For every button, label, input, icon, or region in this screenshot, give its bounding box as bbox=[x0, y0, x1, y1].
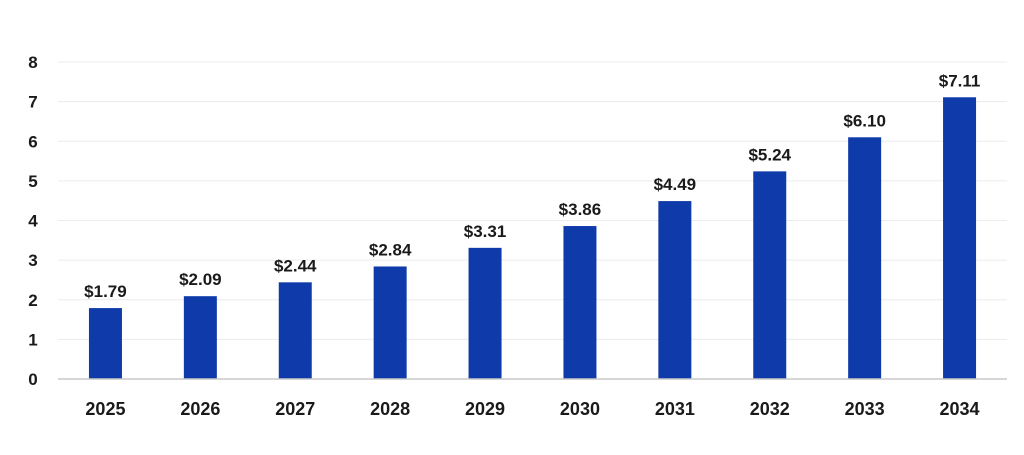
x-tick-label: 2025 bbox=[85, 399, 125, 419]
bar bbox=[278, 282, 312, 379]
bar bbox=[468, 247, 502, 379]
x-axis-ticks: 2025 2026 2027 2028 2029 2030 2031 2032 2033 2034 bbox=[85, 399, 979, 419]
bar bbox=[753, 171, 787, 379]
data-labels: $1.79 $2.09 $2.44 $2.84 $3.31 $3.86 $4.49 $5.24… bbox=[84, 71, 980, 301]
y-axis-ticks: 0 1 2 3 4 5 6 7 8 bbox=[28, 53, 38, 389]
x-tick-label: 2026 bbox=[180, 399, 220, 419]
data-label: $5.24 bbox=[748, 145, 791, 164]
x-tick-label: 2028 bbox=[370, 399, 410, 419]
y-tick-label: 2 bbox=[28, 291, 37, 310]
y-tick-label: 1 bbox=[28, 330, 37, 349]
x-tick-label: 2030 bbox=[560, 399, 600, 419]
bar bbox=[658, 201, 692, 379]
x-tick-label: 2032 bbox=[750, 399, 790, 419]
data-label: $6.10 bbox=[843, 111, 886, 130]
y-tick-label: 3 bbox=[28, 251, 37, 270]
data-label: $4.49 bbox=[654, 175, 697, 194]
bar bbox=[943, 97, 977, 380]
data-label: $2.44 bbox=[274, 256, 317, 275]
x-tick-label: 2029 bbox=[465, 399, 505, 419]
data-label: $2.09 bbox=[179, 270, 222, 289]
bar bbox=[848, 137, 882, 379]
data-label: $7.11 bbox=[939, 71, 981, 90]
data-label: $1.79 bbox=[84, 282, 127, 301]
bars bbox=[88, 97, 977, 380]
x-tick-label: 2027 bbox=[275, 399, 315, 419]
bar bbox=[373, 266, 407, 379]
bar bbox=[183, 296, 217, 379]
x-tick-label: 2033 bbox=[845, 399, 885, 419]
y-tick-label: 7 bbox=[28, 93, 37, 112]
bar bbox=[88, 308, 122, 379]
bar bbox=[563, 226, 597, 379]
y-tick-label: 4 bbox=[28, 212, 38, 231]
data-label: $2.84 bbox=[369, 240, 412, 259]
x-tick-label: 2031 bbox=[655, 399, 695, 419]
data-label: $3.86 bbox=[559, 200, 602, 219]
x-tick-label: 2034 bbox=[940, 399, 980, 419]
y-tick-label: 6 bbox=[28, 132, 37, 151]
y-tick-label: 5 bbox=[28, 172, 37, 191]
y-tick-label: 8 bbox=[28, 53, 37, 72]
y-tick-label: 0 bbox=[28, 370, 37, 389]
data-label: $3.31 bbox=[464, 222, 507, 241]
